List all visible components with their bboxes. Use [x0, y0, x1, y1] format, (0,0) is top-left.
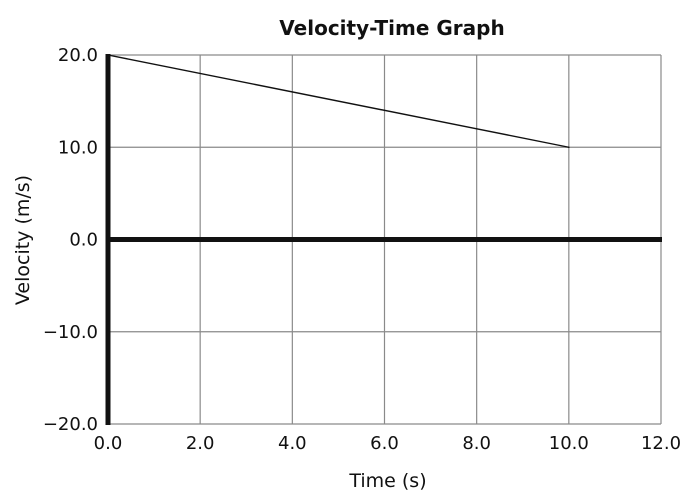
x-tick-labels: 0.0 2.0 4.0 6.0 8.0 10.0 12.0 — [94, 433, 681, 454]
axes — [105, 54, 662, 425]
data-point-0-0 — [107, 54, 109, 56]
y-tick-label-3: 10.0 — [58, 137, 98, 158]
x-tick-label-3: 6.0 — [370, 433, 399, 454]
x-axis-label: Time (s) — [348, 470, 426, 492]
chart-title: Velocity-Time Graph — [279, 16, 504, 40]
x-tick-label-0: 0.0 — [94, 433, 123, 454]
y-tick-label-0: −20.0 — [43, 414, 98, 435]
y-tick-label-1: −10.0 — [43, 322, 98, 343]
series — [107, 54, 570, 149]
y-tick-label-2: 0.0 — [69, 230, 98, 251]
y-axis-label: Velocity (m/s) — [12, 175, 34, 305]
x-tick-label-1: 2.0 — [186, 433, 215, 454]
y-tick-label-4: 20.0 — [58, 45, 98, 66]
series-line-0 — [107, 54, 569, 148]
x-tick-label-2: 4.0 — [278, 433, 307, 454]
x-tick-label-5: 10.0 — [549, 433, 589, 454]
y-tick-labels: −20.0 −10.0 0.0 10.0 20.0 — [43, 45, 98, 435]
data-point-0-1 — [568, 146, 570, 149]
x-tick-label-4: 8.0 — [462, 433, 491, 454]
x-tick-label-6: 12.0 — [641, 433, 681, 454]
